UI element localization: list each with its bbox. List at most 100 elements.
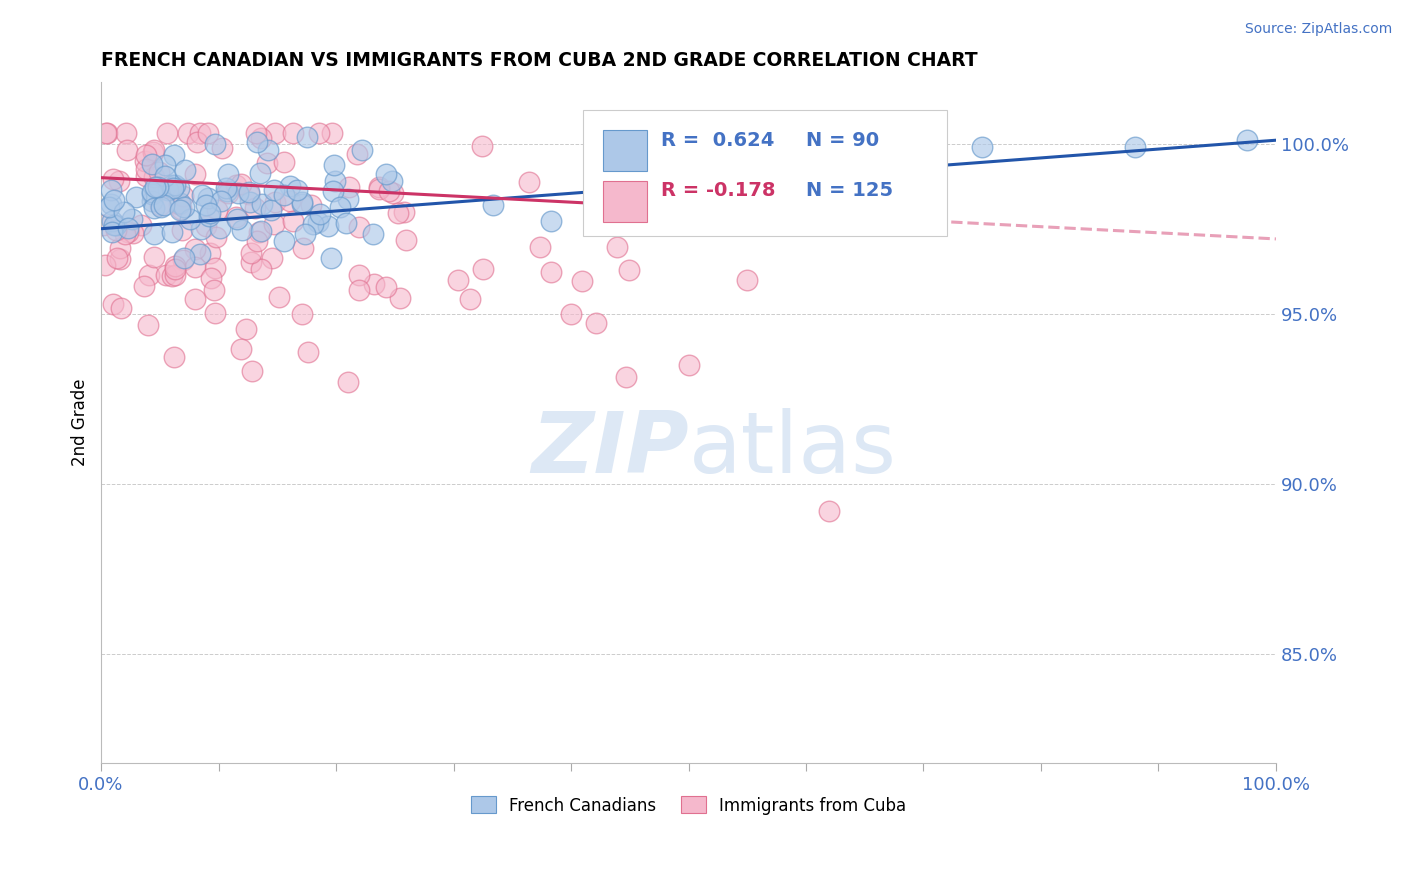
Point	[136, 318, 159, 333]
Point	[194, 198, 217, 212]
Point	[162, 225, 184, 239]
Point	[94, 127, 117, 141]
Point	[129, 218, 152, 232]
Point	[108, 173, 131, 187]
Point	[249, 225, 271, 239]
Point	[347, 219, 370, 234]
Text: FRENCH CANADIAN VS IMMIGRANTS FROM CUBA 2ND GRADE CORRELATION CHART: FRENCH CANADIAN VS IMMIGRANTS FROM CUBA …	[101, 51, 977, 70]
Point	[285, 183, 308, 197]
Point	[150, 200, 173, 214]
Point	[249, 166, 271, 180]
Point	[172, 253, 194, 268]
Point	[529, 240, 551, 254]
Point	[226, 186, 249, 200]
Text: ZIP: ZIP	[531, 409, 689, 491]
Point	[229, 343, 252, 357]
Point	[153, 169, 176, 183]
Point	[202, 284, 225, 298]
Point	[103, 218, 125, 232]
Point	[211, 141, 233, 155]
Point	[238, 186, 260, 201]
Point	[389, 291, 412, 305]
Point	[382, 186, 405, 200]
Point	[231, 223, 253, 237]
Point	[308, 127, 330, 141]
Point	[260, 203, 283, 218]
Point	[205, 230, 228, 244]
Point	[169, 202, 191, 217]
Point	[308, 206, 330, 220]
Point	[148, 165, 170, 179]
Point	[143, 144, 166, 158]
Point	[295, 129, 318, 144]
Point	[240, 246, 263, 260]
Point	[195, 219, 218, 233]
Point	[323, 158, 346, 172]
Point	[165, 178, 187, 193]
Point	[169, 181, 191, 195]
Point	[173, 162, 195, 177]
Point	[367, 182, 389, 196]
Point	[204, 136, 226, 151]
Legend: French Canadians, Immigrants from Cuba: French Canadians, Immigrants from Cuba	[463, 788, 915, 823]
Point	[235, 322, 257, 336]
Point	[117, 143, 139, 157]
Text: R =  0.624: R = 0.624	[661, 131, 775, 151]
Point	[262, 251, 284, 265]
Point	[321, 127, 343, 141]
Point	[322, 184, 344, 198]
Y-axis label: 2nd Grade: 2nd Grade	[72, 379, 89, 467]
Point	[138, 268, 160, 283]
Point	[250, 224, 273, 238]
Point	[225, 178, 247, 193]
Point	[471, 262, 494, 277]
Bar	[603, 130, 647, 171]
Point	[167, 197, 190, 211]
Point	[135, 169, 157, 183]
Point	[256, 143, 278, 157]
Point	[392, 204, 415, 219]
Point	[471, 138, 494, 153]
Point	[105, 252, 128, 266]
Point	[560, 307, 582, 321]
Point	[163, 350, 186, 364]
Text: N = 125: N = 125	[806, 181, 893, 200]
Point	[141, 187, 163, 202]
Point	[121, 211, 143, 226]
Point	[337, 180, 360, 194]
Point	[198, 246, 221, 260]
Point	[395, 233, 418, 247]
Point	[1236, 133, 1258, 147]
Point	[160, 269, 183, 284]
Point	[165, 268, 187, 283]
Text: atlas: atlas	[689, 409, 897, 491]
Point	[292, 241, 315, 255]
Point	[184, 292, 207, 306]
Point	[307, 215, 329, 229]
Point	[157, 184, 180, 198]
Point	[225, 212, 247, 227]
Point	[367, 180, 389, 194]
Point	[250, 196, 273, 211]
Point	[363, 277, 385, 291]
Point	[188, 127, 211, 141]
Point	[319, 252, 342, 266]
Point	[678, 358, 700, 372]
Point	[173, 251, 195, 265]
Point	[177, 127, 200, 141]
Point	[204, 306, 226, 320]
Point	[183, 260, 205, 274]
Point	[291, 308, 314, 322]
Point	[105, 223, 128, 237]
Point	[614, 370, 637, 384]
Point	[117, 221, 139, 235]
Point	[207, 202, 229, 217]
Point	[381, 173, 404, 187]
Point	[818, 504, 841, 518]
Point	[200, 271, 222, 285]
Point	[110, 241, 132, 255]
Point	[662, 179, 685, 194]
Point	[329, 201, 352, 215]
Point	[134, 278, 156, 293]
Point	[299, 198, 322, 212]
